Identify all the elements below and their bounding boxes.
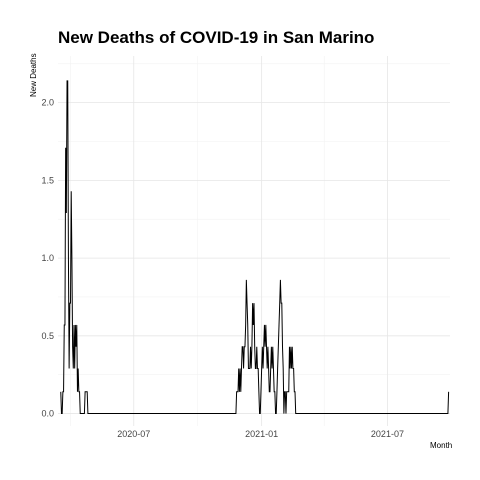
x-axis-ticks: 2020-07 2021-01 2021-07 <box>117 429 404 439</box>
series-line-new-deaths <box>60 80 450 415</box>
chart-title: New Deaths of COVID-19 in San Marino <box>58 28 374 47</box>
y-tick-label: 2.0 <box>41 98 54 108</box>
y-tick-label: 1.5 <box>41 175 54 185</box>
y-tick-label: 0.5 <box>41 331 54 341</box>
y-tick-label: 1.0 <box>41 253 54 263</box>
grid <box>58 56 450 426</box>
x-tick-label: 2021-07 <box>371 429 404 439</box>
x-tick-label: 2021-01 <box>245 429 278 439</box>
x-tick-label: 2020-07 <box>117 429 150 439</box>
y-tick-label: 0.0 <box>41 409 54 419</box>
x-axis-title: Month <box>430 441 452 450</box>
y-axis-ticks: 0.0 0.5 1.0 1.5 2.0 <box>41 98 54 419</box>
y-axis-title: New Deaths <box>29 53 38 97</box>
